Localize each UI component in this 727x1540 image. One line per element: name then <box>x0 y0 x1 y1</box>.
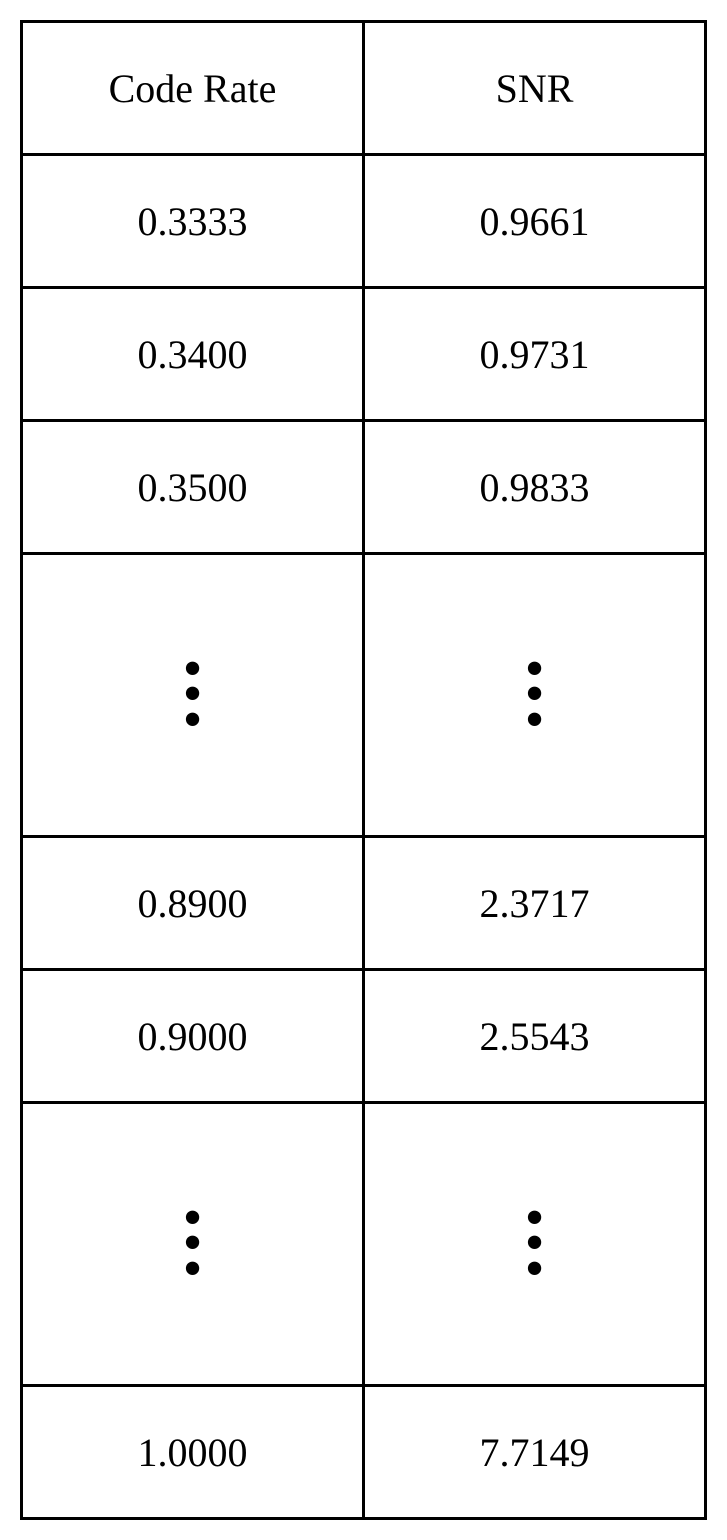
column-header-code-rate: Code Rate <box>22 22 364 155</box>
ellipsis-cell: • • • <box>364 1103 706 1386</box>
cell-snr: 2.3717 <box>364 837 706 970</box>
table-header-row: Code Rate SNR <box>22 22 706 155</box>
ellipsis-dot-icon: • <box>23 708 362 733</box>
ellipsis-cell: • • • <box>22 1103 364 1386</box>
table-row: 0.3333 0.9661 <box>22 155 706 288</box>
table-row: 0.3400 0.9731 <box>22 288 706 421</box>
ellipsis-cell: • • • <box>364 554 706 837</box>
cell-snr: 0.9661 <box>364 155 706 288</box>
table-row: 0.8900 2.3717 <box>22 837 706 970</box>
cell-snr: 7.7149 <box>364 1386 706 1519</box>
table-row-ellipsis: • • • • • • <box>22 554 706 837</box>
table-row: 1.0000 7.7149 <box>22 1386 706 1519</box>
ellipsis-dot-icon: • <box>23 1257 362 1282</box>
cell-snr: 2.5543 <box>364 970 706 1103</box>
column-header-snr: SNR <box>364 22 706 155</box>
cell-snr: 0.9731 <box>364 288 706 421</box>
table-row: 0.3500 0.9833 <box>22 421 706 554</box>
ellipsis-dot-icon: • <box>365 708 704 733</box>
cell-code-rate: 0.3333 <box>22 155 364 288</box>
ellipsis-dot-icon: • <box>365 1257 704 1282</box>
cell-code-rate: 0.3500 <box>22 421 364 554</box>
ellipsis-cell: • • • <box>22 554 364 837</box>
code-rate-snr-table: Code Rate SNR 0.3333 0.9661 0.3400 0.973… <box>20 20 707 1520</box>
cell-code-rate: 0.3400 <box>22 288 364 421</box>
cell-code-rate: 0.9000 <box>22 970 364 1103</box>
cell-snr: 0.9833 <box>364 421 706 554</box>
cell-code-rate: 1.0000 <box>22 1386 364 1519</box>
table-row-ellipsis: • • • • • • <box>22 1103 706 1386</box>
cell-code-rate: 0.8900 <box>22 837 364 970</box>
table-row: 0.9000 2.5543 <box>22 970 706 1103</box>
table-container: Code Rate SNR 0.3333 0.9661 0.3400 0.973… <box>0 0 727 1540</box>
